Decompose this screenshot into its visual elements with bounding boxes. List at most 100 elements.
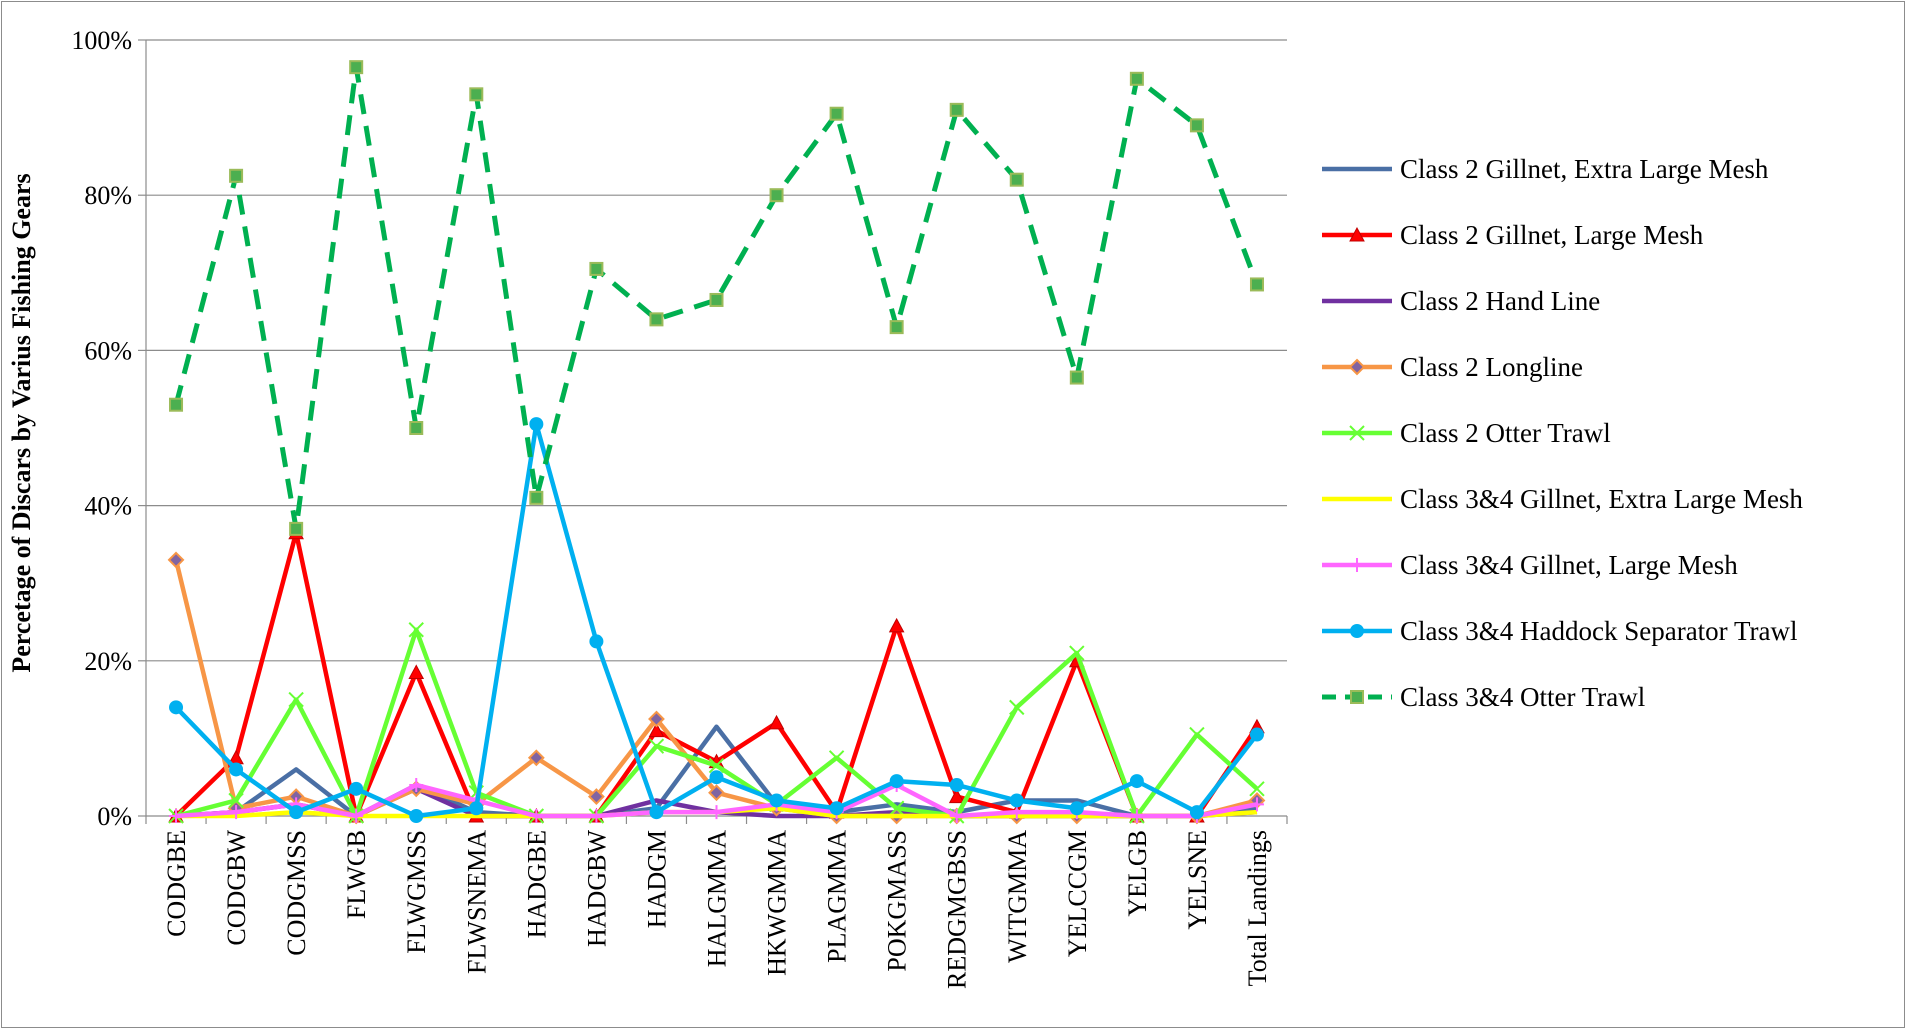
legend-label: Class 2 Otter Trawl <box>1400 418 1611 448</box>
legend-item: Class 3&4 Haddock Separator Trawl <box>1322 616 1797 646</box>
y-tick-label: 0% <box>97 802 132 831</box>
series-7 <box>169 417 1264 823</box>
data-point-8 <box>349 60 364 75</box>
data-point-7 <box>229 762 244 777</box>
data-point-7 <box>1129 774 1144 789</box>
legend-label: Class 2 Gillnet, Extra Large Mesh <box>1400 154 1769 184</box>
data-point-7 <box>1189 805 1204 820</box>
data-point-4 <box>1069 645 1085 661</box>
data-point-8 <box>289 521 304 536</box>
x-tick-label: HKWGMMA <box>763 830 792 976</box>
data-point-1 <box>768 714 785 730</box>
data-point-8 <box>709 292 724 307</box>
data-point-3 <box>587 788 605 806</box>
gridlines <box>146 39 1287 662</box>
legend-item: Class 3&4 Gillnet, Large Mesh <box>1322 550 1738 580</box>
data-point-8 <box>169 397 184 412</box>
data-point-6 <box>709 805 724 820</box>
y-tick-label: 80% <box>84 181 132 210</box>
data-point-6 <box>409 777 424 792</box>
data-point-8 <box>769 188 784 203</box>
data-point-legend-3 <box>1348 358 1366 376</box>
data-point-8 <box>949 102 964 117</box>
legend-item: Class 2 Otter Trawl <box>1322 418 1611 448</box>
data-point-7 <box>1249 727 1264 742</box>
x-tick-label: REDGMGBSS <box>943 830 972 989</box>
data-point-4 <box>1249 781 1265 797</box>
legend-label: Class 2 Longline <box>1400 352 1583 382</box>
x-axis-ticks: CODGBE CODGBW CODGMSS FLWGB FLWGMSS FLWSNEMA H… <box>145 816 1288 989</box>
data-point-7 <box>709 770 724 785</box>
data-point-8 <box>1009 172 1024 187</box>
series-lines <box>167 60 1266 825</box>
data-point-6 <box>1129 809 1144 823</box>
data-point-8 <box>649 312 664 327</box>
data-point-1 <box>408 664 425 679</box>
data-point-6 <box>949 809 964 823</box>
legend-label: Class 3&4 Otter Trawl <box>1400 682 1645 712</box>
data-point-legend-6 <box>1350 558 1364 572</box>
x-tick-label: PLAGMMA <box>823 830 852 963</box>
legend-item: Class 2 Longline <box>1322 352 1583 382</box>
x-tick-label: YELSNE <box>1183 830 1212 930</box>
x-tick-label: WITGMMA <box>1003 830 1032 963</box>
data-point-4 <box>408 622 424 638</box>
data-point-6 <box>169 809 184 823</box>
x-tick-label: FLWSNEMA <box>462 830 491 974</box>
data-point-3 <box>167 551 185 569</box>
data-point-6 <box>229 805 244 820</box>
data-point-4 <box>648 738 665 754</box>
data-point-8 <box>529 490 544 505</box>
data-point-7 <box>349 781 364 796</box>
data-point-6 <box>349 809 364 823</box>
legend-item: Class 2 Hand Line <box>1322 286 1600 316</box>
data-point-7 <box>409 809 424 823</box>
legend-label: Class 3&4 Gillnet, Large Mesh <box>1400 550 1738 580</box>
x-tick-label: CODGBW <box>222 830 251 946</box>
data-point-4 <box>1189 726 1205 743</box>
data-point-3 <box>708 784 725 802</box>
data-point-7 <box>589 634 604 649</box>
data-point-8 <box>1129 71 1144 86</box>
y-tick-label: 20% <box>84 647 132 676</box>
x-tick-label: CODGMSS <box>282 830 311 956</box>
data-point-7 <box>169 700 184 715</box>
legend-label: Class 3&4 Gillnet, Extra Large Mesh <box>1400 484 1803 514</box>
data-point-8 <box>889 320 904 335</box>
data-point-7 <box>649 805 664 820</box>
x-tick-label: YELCCGM <box>1063 830 1092 957</box>
data-point-7 <box>469 801 484 816</box>
x-tick-label: YELGB <box>1123 830 1152 917</box>
x-tick-label: HADGBE <box>522 830 551 938</box>
data-point-3 <box>527 749 545 767</box>
data-point-4 <box>288 691 304 708</box>
data-point-7 <box>829 801 844 816</box>
data-point-4 <box>1009 699 1025 716</box>
y-tick-label: 100% <box>71 26 132 55</box>
data-point-1 <box>648 722 665 738</box>
data-point-legend-7 <box>1350 624 1364 638</box>
x-tick-label: HADGM <box>642 830 671 928</box>
data-point-3 <box>648 710 665 728</box>
data-point-6 <box>589 809 604 823</box>
data-point-8 <box>589 261 604 276</box>
legend-item: Class 2 Gillnet, Extra Large Mesh <box>1322 154 1769 184</box>
data-point-6 <box>529 809 544 823</box>
x-tick-label: CODGBE <box>162 830 191 937</box>
data-point-legend-8 <box>1350 690 1364 704</box>
legend-item: Class 3&4 Otter Trawl <box>1322 682 1645 712</box>
data-point-8 <box>409 421 424 435</box>
y-tick-label: 60% <box>84 336 132 365</box>
data-point-8 <box>1249 277 1264 292</box>
data-point-4 <box>708 757 725 774</box>
x-tick-label: HADGBW <box>582 830 611 947</box>
data-point-4 <box>888 800 905 816</box>
x-tick-label: FLWGB <box>342 830 371 919</box>
data-point-7 <box>1009 793 1024 808</box>
data-point-4 <box>828 750 845 766</box>
data-point-8 <box>1069 370 1084 385</box>
data-point-8 <box>1189 118 1204 133</box>
x-axis <box>145 40 1287 817</box>
